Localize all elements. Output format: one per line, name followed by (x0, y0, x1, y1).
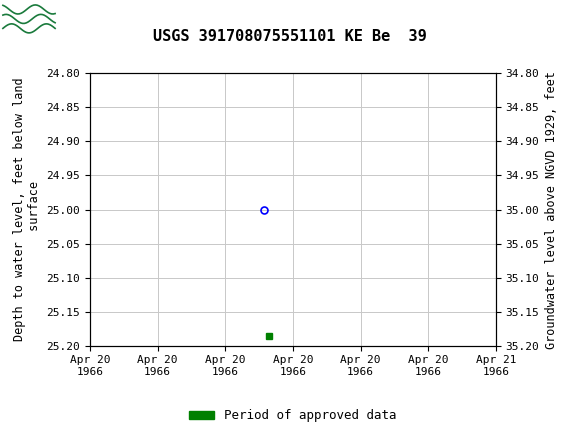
Legend: Period of approved data: Period of approved data (184, 404, 401, 427)
FancyBboxPatch shape (3, 2, 55, 36)
Text: USGS 391708075551101 KE Be  39: USGS 391708075551101 KE Be 39 (153, 29, 427, 44)
Y-axis label: Depth to water level, feet below land
 surface: Depth to water level, feet below land su… (13, 78, 41, 341)
Text: USGS: USGS (64, 7, 141, 31)
Y-axis label: Groundwater level above NGVD 1929, feet: Groundwater level above NGVD 1929, feet (545, 71, 558, 349)
